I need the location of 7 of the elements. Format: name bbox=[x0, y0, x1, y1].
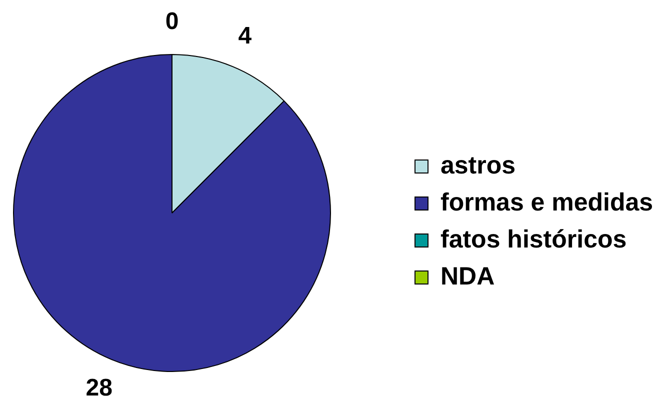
legend-label: fatos históricos bbox=[440, 225, 627, 254]
legend-label: formas e medidas bbox=[440, 188, 654, 216]
data-label: 28 bbox=[86, 374, 112, 402]
text: 0 bbox=[165, 8, 179, 36]
legend-label: NDA bbox=[440, 262, 495, 290]
legend-label: astros bbox=[440, 151, 516, 180]
data-label: 4 bbox=[238, 22, 252, 50]
